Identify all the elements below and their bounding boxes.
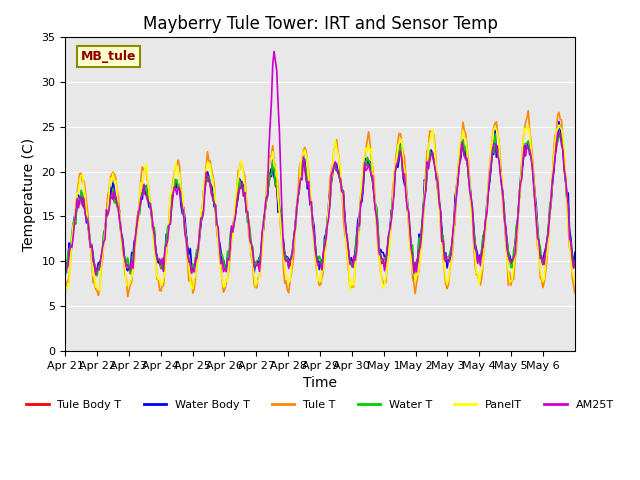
Legend: Tule Body T, Water Body T, Tule T, Water T, PanelT, AM25T: Tule Body T, Water Body T, Tule T, Water… [22,396,618,414]
Text: MB_tule: MB_tule [81,50,136,63]
X-axis label: Time: Time [303,376,337,390]
Title: Mayberry Tule Tower: IRT and Sensor Temp: Mayberry Tule Tower: IRT and Sensor Temp [143,15,497,33]
Y-axis label: Temperature (C): Temperature (C) [22,138,36,251]
